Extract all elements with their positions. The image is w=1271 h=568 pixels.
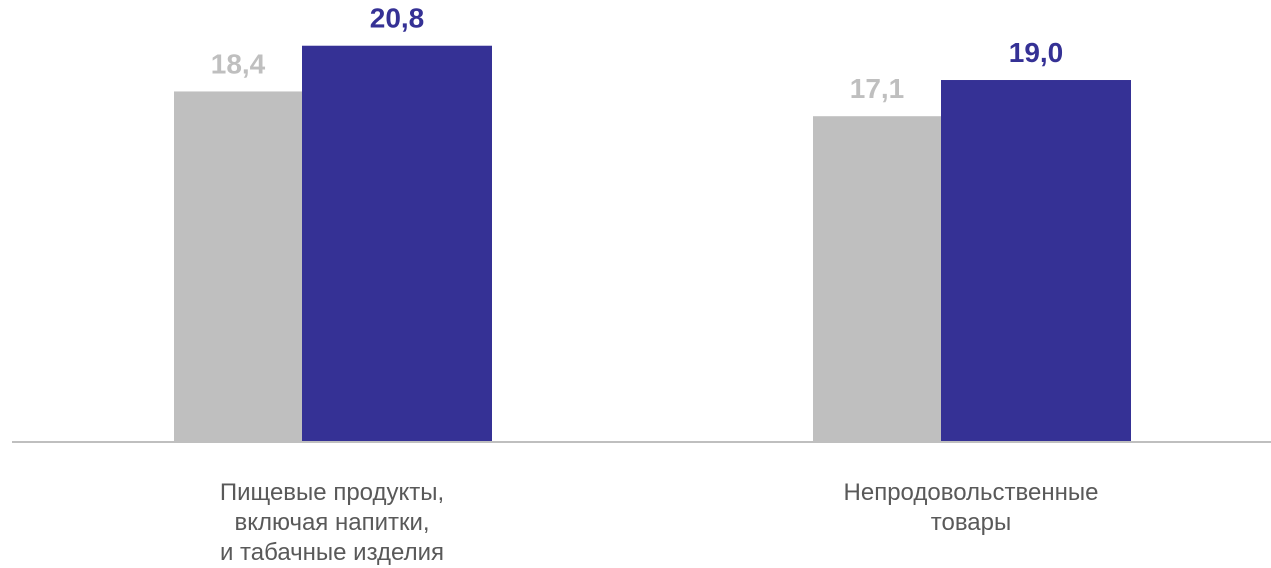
bar-series2-cat1 xyxy=(302,45,492,443)
category-label-2: Непродовольственные товары xyxy=(781,478,1161,538)
value-label-series2-cat2: 19,0 xyxy=(1009,37,1064,68)
value-label-series2-cat1: 20,8 xyxy=(370,3,425,34)
category-label-1-line-2: включая напитки, xyxy=(234,509,430,536)
bars-group xyxy=(174,45,1131,443)
value-label-series1-cat1: 18,4 xyxy=(211,48,266,79)
bar-series1-cat2 xyxy=(813,116,941,442)
category-label-1-line-3: и табачные изделия xyxy=(219,539,445,566)
category-label-1-line-1: Пищевые продукты, xyxy=(219,479,445,506)
bar-series2-cat2 xyxy=(941,80,1131,442)
category-label-2-line-1: Непродовольственные xyxy=(843,479,1099,506)
bar-series1-cat1 xyxy=(174,91,302,442)
category-label-1: Пищевые продукты, включая напитки, и табач… xyxy=(142,478,522,568)
category-label-2-line-2: товары xyxy=(930,509,1012,536)
value-labels-group: 18,4 17,1 20,8 19,0 xyxy=(211,3,1064,104)
value-label-series1-cat2: 17,1 xyxy=(850,73,905,104)
